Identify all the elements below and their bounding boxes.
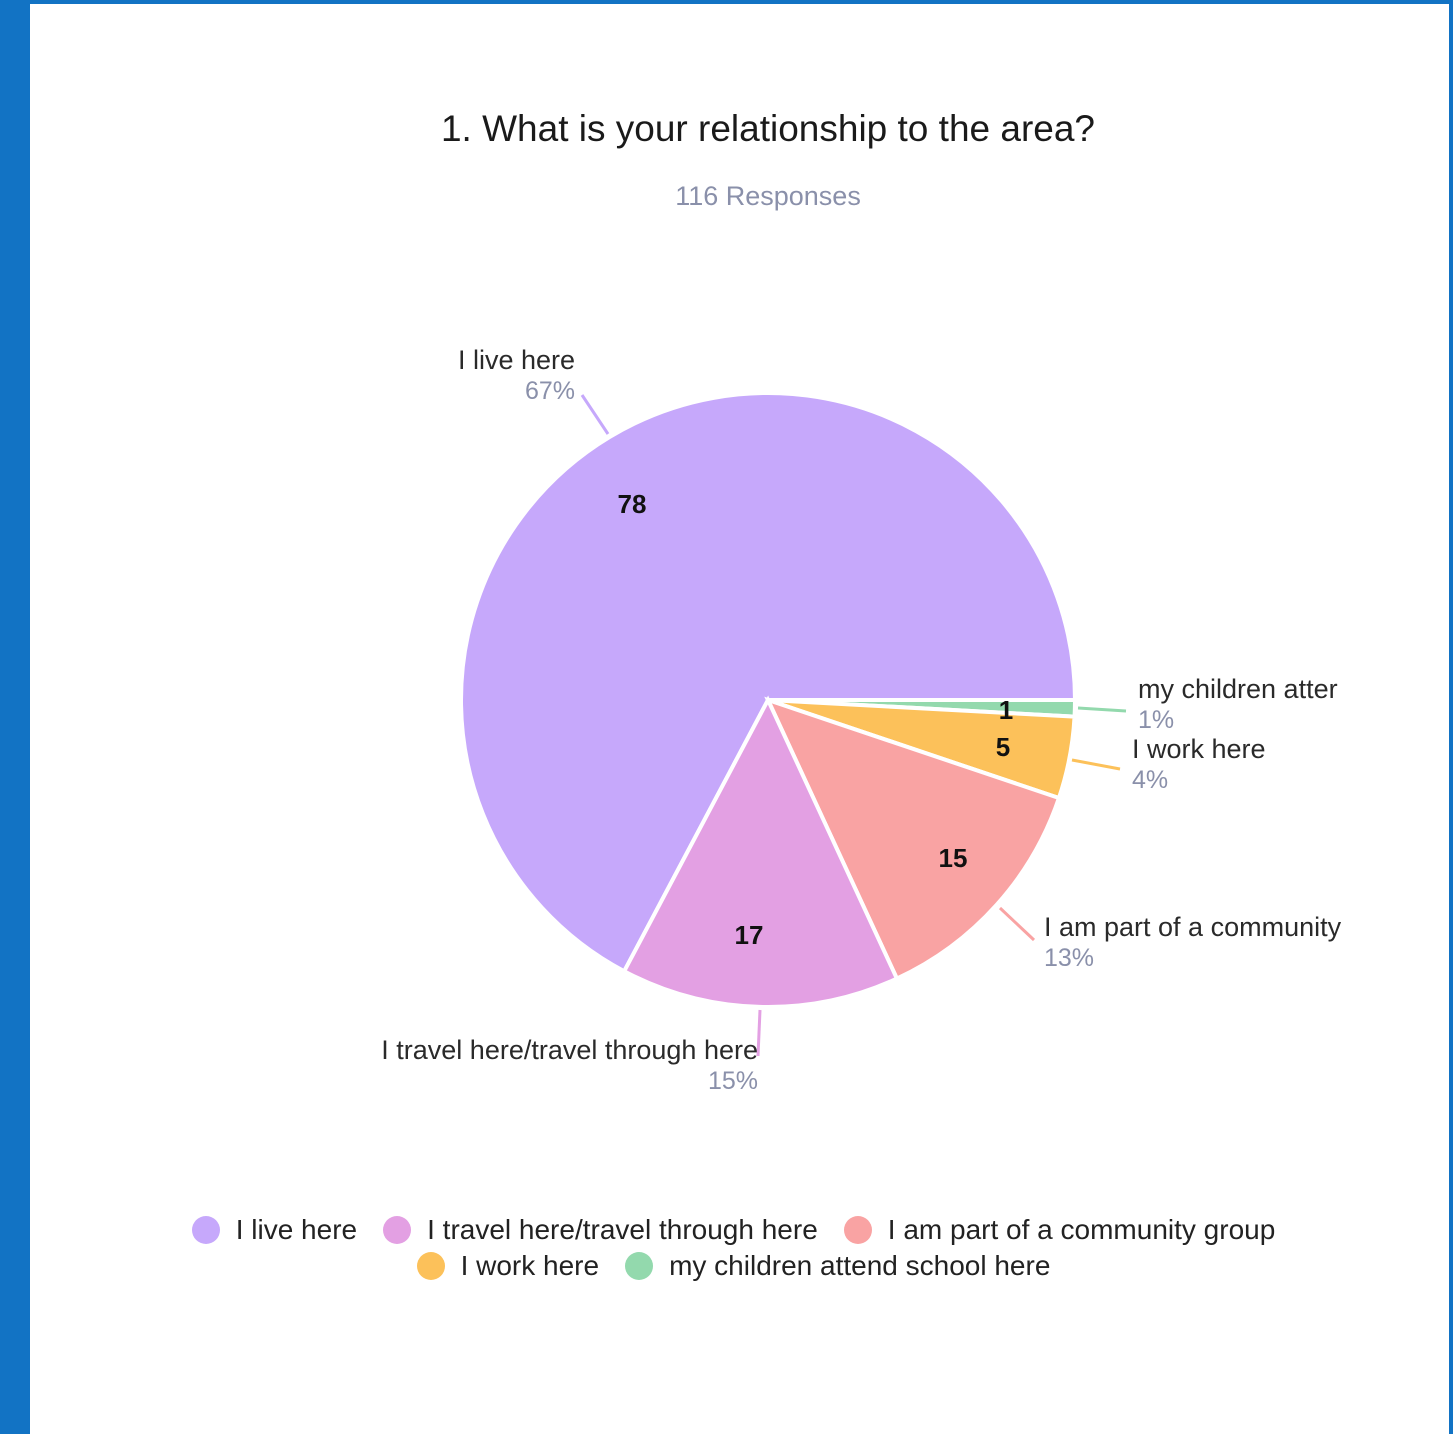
legend-swatch-live (191, 1216, 220, 1244)
pie-slice-i-live-here[interactable] (459, 391, 1078, 974)
slice-value-i-am-part-of-a-community-group: 15 (939, 843, 968, 873)
callout-label-i-am-part-of-a-community-group: I am part of a community (1044, 912, 1342, 942)
callout-line-i-live-here (580, 394, 610, 435)
callout-line-i-am-part-of-a-community-group (998, 906, 1036, 942)
legend-label-school: my children attend school here (669, 1250, 1051, 1281)
chart-title: 1. What is your relationship to the area… (440, 108, 1096, 149)
chart-legend: I live here I travel here/travel through… (0, 1212, 1453, 1284)
legend-item-school[interactable]: my children attend school here (625, 1250, 1050, 1282)
callout-percent-i-live-here: 67% (525, 377, 575, 405)
slice-value-my-children-attend-school-here: 1 (999, 695, 1013, 725)
slice-value-i-live-here: 78 (618, 489, 647, 519)
callout-percent-i-work-here: 4% (1132, 766, 1168, 794)
legend-swatch-school (625, 1252, 654, 1280)
legend-label-live: I live here (235, 1214, 358, 1245)
legend-label-community: I am part of a community group (887, 1214, 1276, 1245)
legend-item-travel[interactable]: I travel here/travel through here (383, 1214, 818, 1246)
legend-item-live[interactable]: I live here (191, 1214, 358, 1246)
legend-item-work[interactable]: I work here (416, 1250, 600, 1282)
callout-line-i-travel-here-travel-through-here (756, 1009, 762, 1057)
legend-item-community[interactable]: I am part of a community group (843, 1214, 1276, 1246)
callout-line-i-work-here (1071, 758, 1121, 771)
pie-slice-i-am-part-of-a-community-group[interactable] (764, 696, 1062, 982)
legend-swatch-travel (383, 1216, 412, 1244)
pie-slice-i-travel-here-travel-through-here[interactable] (621, 695, 900, 1009)
callout-line-my-children-attend-school-here (1077, 706, 1127, 713)
callout-percent-i-travel-here-travel-through-here: 15% (708, 1067, 758, 1095)
legend-swatch-community (843, 1216, 872, 1244)
legend-row-2: I work here my children attend school he… (0, 1248, 1453, 1284)
slice-value-i-work-here: 5 (996, 732, 1010, 762)
chart-subtitle: 116 Responses (675, 181, 861, 211)
callout-percent-my-children-attend-school-here: 1% (1138, 706, 1174, 734)
callout-label-my-children-attend-school-here: my children atter (1138, 674, 1338, 704)
legend-label-work: I work here (460, 1250, 600, 1281)
callout-label-i-work-here: I work here (1132, 734, 1266, 764)
legend-row-1: I live here I travel here/travel through… (0, 1212, 1453, 1248)
callout-percent-i-am-part-of-a-community-group: 13% (1044, 944, 1094, 972)
slice-value-i-travel-here-travel-through-here: 17 (735, 920, 764, 950)
callout-label-i-travel-here-travel-through-here: I travel here/travel through here (381, 1035, 758, 1065)
legend-label-travel: I travel here/travel through here (427, 1214, 818, 1245)
callout-label-i-live-here: I live here (458, 345, 575, 375)
legend-swatch-work (416, 1252, 445, 1280)
